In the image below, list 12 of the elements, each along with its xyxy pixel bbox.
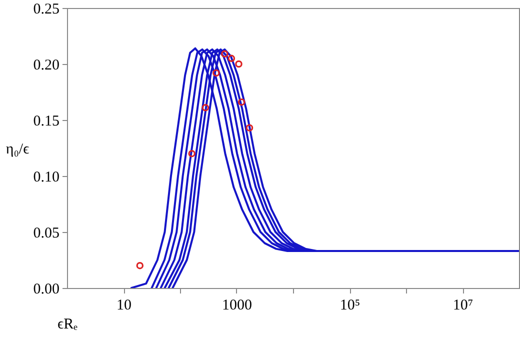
x-axis-title: ϵRₑ [58,316,78,332]
x-tick-label: 10⁷ [452,298,474,314]
y-tick-label: 0.20 [33,58,60,74]
y-tick-label: 0.05 [33,226,60,242]
y-tick-label: 0.15 [33,114,60,130]
x-tick-label: 10 [116,298,132,314]
y-tick-label: 0.10 [33,170,60,186]
x-tick-label: 1000 [222,298,252,314]
y-tick-label: 0.00 [33,282,60,298]
y-tick-label: 0.25 [33,2,60,18]
x-tick-label: 10⁵ [340,298,360,314]
y-axis-title: η₀/ϵ [6,142,30,158]
